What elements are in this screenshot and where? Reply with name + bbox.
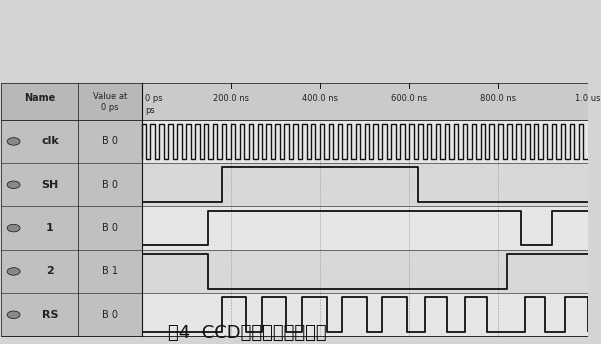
Text: RS: RS (41, 310, 58, 320)
Text: 200.0 ns: 200.0 ns (213, 94, 249, 103)
Bar (142, 250, 588, 293)
Text: B 0: B 0 (102, 137, 118, 147)
Text: 0 ps: 0 ps (145, 94, 163, 103)
Bar (142, 163, 588, 206)
Text: 图4  CCD驱动时序仿真结果: 图4 CCD驱动时序仿真结果 (168, 324, 326, 342)
Text: 0 ps: 0 ps (101, 104, 118, 112)
Text: B 0: B 0 (102, 310, 118, 320)
Text: 1.0 us: 1.0 us (575, 94, 600, 103)
Text: Name: Name (24, 93, 55, 103)
Text: ps: ps (145, 106, 155, 115)
Text: Value at: Value at (93, 93, 127, 101)
Text: B 1: B 1 (102, 267, 118, 277)
Bar (142, 120, 588, 163)
Bar (142, 293, 588, 336)
Text: 2: 2 (46, 267, 54, 277)
Circle shape (7, 138, 20, 145)
Text: SH: SH (41, 180, 59, 190)
Text: clk: clk (41, 137, 59, 147)
Text: B 0: B 0 (102, 180, 118, 190)
Circle shape (7, 268, 20, 275)
Bar (142, 83, 588, 120)
Bar (1, 83, 142, 336)
Text: 400.0 ns: 400.0 ns (302, 94, 338, 103)
Text: 800.0 ns: 800.0 ns (480, 94, 516, 103)
Bar (1, 83, 142, 120)
Circle shape (7, 181, 20, 189)
Text: 1: 1 (46, 223, 54, 233)
Text: B 0: B 0 (102, 223, 118, 233)
Text: 600.0 ns: 600.0 ns (391, 94, 427, 103)
Bar (142, 83, 588, 336)
Circle shape (7, 224, 20, 232)
Circle shape (7, 311, 20, 319)
Bar (142, 206, 588, 250)
